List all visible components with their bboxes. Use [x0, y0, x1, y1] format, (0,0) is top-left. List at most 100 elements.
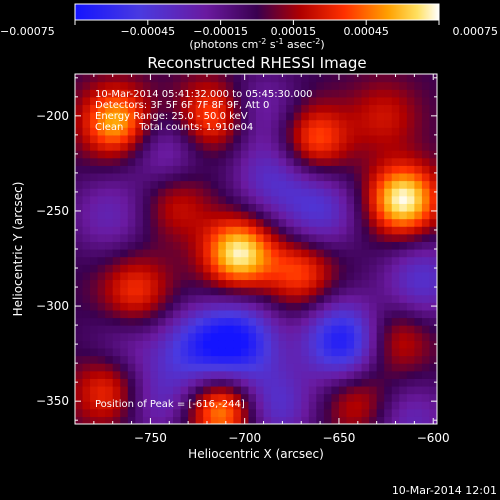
heatmap-cell: [369, 96, 378, 106]
heatmap-cell: [75, 150, 84, 159]
heatmap-cell: [346, 142, 355, 151]
heatmap-cell: [286, 233, 295, 242]
heatmap-cell: [421, 271, 431, 281]
heatmap-cell: [225, 150, 234, 159]
heatmap-cell: [248, 355, 257, 364]
heatmap-cell: [120, 355, 129, 364]
heatmap-cell: [210, 188, 219, 197]
heatmap-cell: [376, 74, 385, 83]
heatmap-cell: [82, 385, 91, 395]
heatmap-cell: [112, 416, 121, 424]
heatmap-cell: [225, 165, 234, 174]
heatmap-cell: [316, 195, 325, 204]
heatmap-cell: [218, 74, 227, 83]
heatmap-cell: [361, 401, 370, 410]
heatmap-cell: [173, 264, 182, 273]
heatmap-cell: [233, 317, 242, 326]
heatmap-cell: [248, 210, 257, 220]
heatmap-cell: [150, 134, 159, 144]
heatmap-cell: [120, 294, 129, 303]
heatmap-cell: [97, 218, 106, 227]
heatmap-cell: [384, 287, 393, 296]
heatmap-cell: [165, 188, 174, 197]
heatmap-cell: [203, 249, 212, 258]
heatmap-cell: [248, 416, 257, 424]
heatmap-cell: [354, 347, 363, 357]
heatmap-cell: [316, 96, 325, 106]
heatmap-cell: [369, 188, 378, 197]
heatmap-cell: [157, 309, 167, 319]
heatmap-cell: [195, 385, 204, 395]
heatmap-cell: [376, 294, 385, 303]
heatmap-cell: [180, 180, 189, 189]
heatmap-cell: [157, 150, 167, 159]
heatmap-cell: [414, 180, 423, 189]
heatmap-cell: [286, 302, 295, 311]
heatmap-cell: [263, 416, 272, 424]
heatmap-cell: [278, 81, 287, 90]
heatmap-cell: [286, 150, 295, 159]
heatmap-cell: [150, 157, 159, 166]
heatmap-cell: [316, 142, 325, 151]
heatmap-cell: [210, 165, 219, 174]
heatmap-cell: [150, 363, 159, 372]
heatmap-cell: [346, 89, 355, 98]
heatmap-cell: [278, 340, 287, 349]
heatmap-cell: [150, 256, 159, 265]
heatmap-cell: [180, 302, 189, 311]
heatmap-cell: [90, 150, 99, 159]
heatmap-cell: [180, 218, 189, 227]
heatmap-cell: [203, 188, 212, 197]
heatmap-cell: [256, 119, 265, 128]
heatmap-cell: [369, 134, 378, 144]
heatmap-cell: [120, 134, 129, 144]
heatmap-cell: [173, 218, 182, 227]
heatmap-cell: [135, 188, 144, 197]
heatmap-cell: [180, 134, 189, 144]
heatmap-cell: [218, 408, 227, 417]
heatmap-cell: [210, 294, 219, 303]
heatmap-cell: [240, 96, 250, 106]
heatmap-cell: [157, 332, 167, 341]
heatmap-cell: [233, 370, 242, 379]
heatmap-cell: [406, 309, 415, 319]
heatmap-cell: [301, 271, 310, 281]
heatmap-cell: [157, 340, 167, 349]
heatmap-cell: [195, 256, 204, 265]
heatmap-cell: [75, 233, 84, 242]
heatmap-cell: [218, 81, 227, 90]
heatmap-cell: [75, 256, 84, 265]
heatmap-cell: [188, 287, 197, 296]
heatmap-cell: [384, 416, 393, 424]
heatmap-cell: [361, 134, 370, 144]
heatmap-cell: [180, 104, 189, 113]
heatmap-cell: [338, 370, 348, 379]
heatmap-cell: [293, 188, 302, 197]
heatmap-cell: [346, 172, 355, 182]
heatmap-cell: [248, 249, 257, 258]
heatmap-cell: [331, 195, 340, 204]
heatmap-cell: [391, 119, 400, 128]
heatmap-cell: [150, 416, 159, 424]
heatmap-cell: [240, 165, 250, 174]
heatmap-cell: [308, 218, 317, 227]
heatmap-cell: [75, 241, 84, 250]
heatmap-cell: [127, 370, 136, 379]
heatmap-cell: [218, 332, 227, 341]
heatmap-cell: [316, 127, 325, 136]
heatmap-cell: [406, 287, 415, 296]
heatmap-cell: [384, 127, 393, 136]
heatmap-cell: [90, 157, 99, 166]
heatmap-cell: [293, 195, 302, 204]
heatmap-cell: [180, 279, 189, 288]
heatmap-cell: [399, 393, 408, 402]
heatmap-cell: [293, 325, 302, 334]
heatmap-cell: [271, 241, 280, 250]
heatmap-cell: [263, 112, 272, 121]
heatmap-cell: [225, 363, 234, 372]
heatmap-cell: [157, 325, 167, 334]
heatmap-cell: [82, 157, 91, 166]
heatmap-cell: [165, 317, 174, 326]
heatmap-cell: [188, 157, 197, 166]
heatmap-cell: [406, 157, 415, 166]
